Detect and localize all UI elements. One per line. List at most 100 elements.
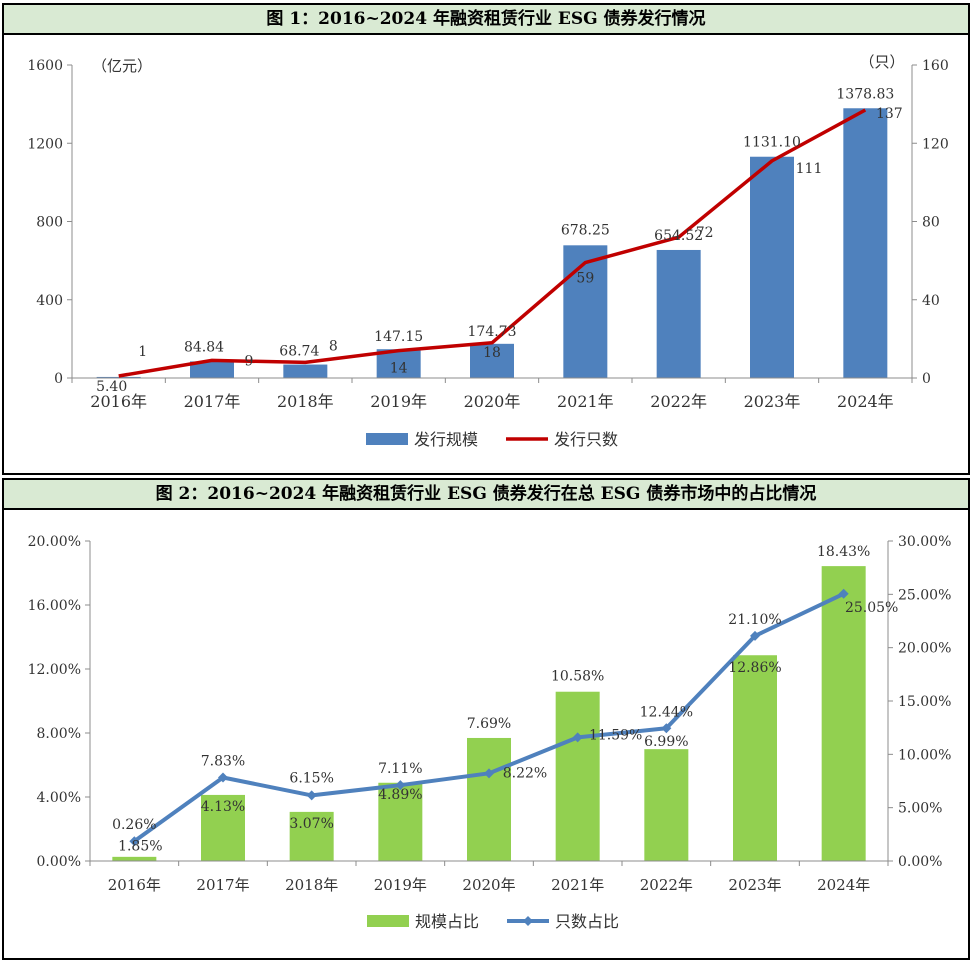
chart2-bar	[821, 566, 866, 861]
chart1-left-axis-unit: （亿元）	[92, 57, 152, 75]
chart2-bar	[289, 811, 334, 861]
chart1-bar	[843, 108, 888, 378]
chart2-bar-data-label: 12.86%	[728, 660, 781, 676]
chart2-line-marker	[750, 630, 760, 641]
chart1-bar-data-label: 1378.83	[836, 86, 894, 102]
chart2-line-data-label: 6.15%	[289, 770, 333, 786]
chart1-bar	[656, 249, 701, 378]
chart1-bar-data-label: 174.73	[468, 324, 517, 340]
chart1-left-tick-label: 1200	[27, 136, 63, 152]
chart2-line-data-label: 8.22%	[503, 765, 547, 781]
chart1-legend-bar-label: 发行规模	[414, 430, 478, 449]
chart2-left-tick-label: 12.00%	[28, 662, 81, 678]
chart1-title: 图 1：2016~2024 年融资租赁行业 ESG 债券发行情况	[2, 3, 970, 35]
chart1-line-data-label: 111	[796, 161, 823, 177]
chart1-right-tick-label: 120	[922, 136, 949, 152]
chart1-line-data-label: 14	[390, 361, 408, 377]
chart1-legend-line-label: 发行只数	[554, 430, 618, 449]
chart2-line-data-label: 12.44%	[640, 704, 693, 720]
chart2-line-data-label: 1.85%	[118, 838, 162, 854]
chart2-left-tick-label: 4.00%	[37, 790, 81, 806]
chart2-x-category-label: 2020年	[462, 876, 515, 894]
chart2-right-tick-label: 20.00%	[898, 641, 951, 657]
chart2-bar-data-label: 6.99%	[644, 734, 688, 750]
chart2-line-marker	[661, 723, 672, 734]
chart1-bar-data-label: 147.15	[374, 329, 423, 345]
chart1-legend-bar-swatch	[366, 433, 408, 445]
chart2-x-category-label: 2023年	[728, 876, 781, 894]
chart1-x-category-label: 2020年	[464, 392, 521, 411]
chart2-legend-bar-label: 规模占比	[415, 912, 479, 931]
chart1-right-tick-label: 80	[922, 215, 940, 231]
chart2-bar	[467, 737, 511, 861]
chart1-right-axis-unit: （只）	[859, 53, 904, 71]
chart2-x-category-label: 2022年	[640, 876, 693, 894]
chart2-line-marker	[838, 588, 849, 599]
chart2-bar-data-label: 18.43%	[817, 544, 870, 560]
chart2-left-tick-label: 20.00%	[28, 534, 81, 550]
chart1-bar-data-label: 84.84	[184, 339, 224, 355]
chart1-bar	[563, 245, 608, 378]
chart2-legend-bar-swatch	[367, 915, 409, 927]
chart2-x-category-label: 2018年	[285, 876, 338, 894]
chart2-line-marker	[572, 732, 583, 743]
chart1-bar-data-label: 654.52	[654, 228, 703, 244]
chart1-line-data-label: 72	[696, 225, 714, 241]
chart2-bar	[733, 655, 777, 861]
chart1-bar	[283, 364, 328, 378]
chart2-bar-data-label: 0.26%	[112, 817, 156, 833]
chart2-left-tick-label: 16.00%	[28, 598, 81, 614]
chart1-x-category-label: 2016年	[90, 392, 147, 411]
chart2-bar	[378, 782, 423, 861]
chart1-line-data-label: 137	[876, 106, 903, 122]
chart2-left-tick-label: 0.00%	[37, 854, 81, 870]
chart1-left-tick-label: 400	[36, 293, 63, 309]
chart1-x-category-label: 2021年	[557, 392, 614, 411]
chart1-x-category-label: 2022年	[650, 392, 707, 411]
chart1-x-category-label: 2024年	[837, 392, 894, 411]
chart2-bar	[112, 856, 157, 861]
chart2-x-category-label: 2016年	[108, 876, 161, 894]
chart1-line-data-label: 8	[329, 338, 338, 354]
chart1-left-tick-label: 1600	[27, 58, 63, 74]
chart1-frame	[2, 35, 970, 475]
chart2-right-tick-label: 0.00%	[898, 854, 942, 870]
chart2-line-marker	[129, 836, 140, 847]
chart1-line-data-label: 18	[483, 345, 501, 361]
chart1-bar	[470, 343, 514, 378]
chart1-x-category-label: 2017年	[184, 392, 241, 411]
chart1-bar-data-label: 678.25	[561, 222, 610, 238]
chart2-line-data-label: 7.11%	[378, 761, 422, 777]
chart1-line-data-label: 1	[138, 344, 147, 360]
chart2-x-category-label: 2017年	[196, 876, 249, 894]
chart2-bar	[201, 794, 245, 861]
chart2-line-marker	[306, 790, 317, 801]
chart1-right-tick-label: 40	[922, 293, 940, 309]
chart2-right-tick-label: 10.00%	[898, 747, 951, 763]
chart1-x-category-label: 2023年	[744, 392, 801, 411]
chart2-x-category-label: 2019年	[374, 876, 427, 894]
chart1-line-data-label: 59	[576, 271, 594, 287]
chart2-bar-data-label: 4.89%	[378, 787, 422, 803]
chart1-bar-data-label: 1131.10	[743, 135, 801, 151]
chart1-bar	[190, 361, 234, 378]
chart2-x-category-label: 2021年	[551, 876, 604, 894]
chart2-line-marker	[484, 768, 494, 779]
chart2-right-tick-label: 30.00%	[898, 534, 951, 550]
chart2-right-tick-label: 15.00%	[898, 694, 951, 710]
chart2-line-marker	[395, 780, 406, 791]
chart1-bar	[750, 156, 794, 378]
chart2-line-marker	[218, 772, 228, 783]
chart2-legend-line-label: 只数占比	[555, 912, 619, 931]
chart2-bar-data-label: 7.69%	[467, 716, 511, 732]
chart1-right-tick-label: 160	[922, 58, 949, 74]
chart2-left-tick-label: 8.00%	[37, 726, 81, 742]
chart1-left-tick-label: 800	[36, 215, 63, 231]
chart2-line-data-label: 21.10%	[728, 612, 781, 628]
chart1-right-tick-label: 0	[922, 371, 931, 387]
chart1-left-tick-label: 0	[54, 371, 63, 387]
chart2-bar-data-label: 4.13%	[201, 799, 245, 815]
chart2-bar	[555, 691, 600, 861]
chart1-bar	[96, 376, 141, 378]
chart2-bar	[644, 749, 689, 861]
